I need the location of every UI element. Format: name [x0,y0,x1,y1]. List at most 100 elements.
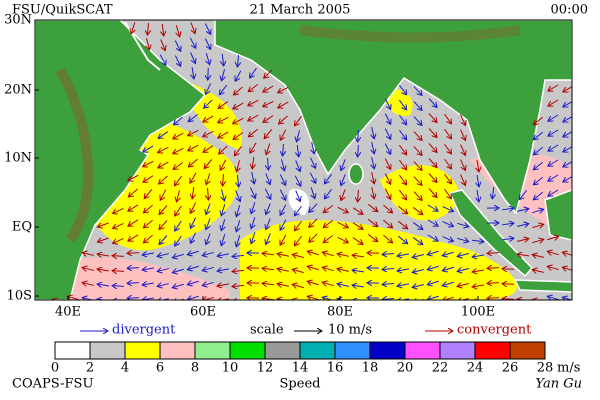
wind-vector [264,188,271,200]
wind-vector [472,255,484,257]
wind-vector [384,188,390,200]
wind-vector [382,284,395,285]
wind-vector [442,267,454,270]
wind-vector [157,269,169,272]
wind-vector [519,190,528,199]
wind-vector [337,236,349,242]
wind-vector [372,142,375,154]
color-tick-label: 20 [397,361,414,376]
wind-vector [548,159,559,166]
color-tick-label: 2 [86,361,94,376]
wind-vector [113,238,124,243]
wind-vector [127,253,140,254]
wind-vector [159,235,168,245]
wind-vector [222,53,223,66]
color-tick-label: 22 [432,361,449,376]
wind-vector [279,189,285,201]
color-tick-label: 12 [257,361,274,376]
wind-vector [294,115,303,126]
wind-vector [262,268,275,269]
wind-vector [337,221,349,227]
color-tick-label: 28 [537,361,554,376]
wind-vector [322,282,334,285]
wind-vector [232,270,245,271]
wind-vector [477,175,479,187]
wind-vector [398,114,406,125]
wind-vector [265,173,270,184]
wind-vector [172,269,184,272]
wind-vector [280,129,287,141]
wind-vector [427,204,438,211]
wind-vector [397,299,409,300]
color-box [229,341,266,360]
wind-vector [428,188,437,198]
lat-label: 10N [4,151,32,166]
wind-vector [157,254,169,257]
wind-vector [234,86,243,95]
color-tick-label: 0 [51,361,59,376]
wind-vector [398,189,406,200]
wind-vector [294,220,302,231]
wind-vector [205,83,211,95]
wind-vector [277,254,289,257]
wind-vector [236,160,239,172]
lat-label: 20N [4,83,32,98]
wind-vector [295,160,301,171]
wind-vector [337,206,349,212]
wind-vector [413,101,422,111]
wind-vector [266,218,271,229]
wind-vector [398,205,407,214]
color-box [264,341,301,360]
wind-vector [563,176,572,182]
wind-vector [282,143,283,156]
wind-vector [460,114,466,126]
wind-vector [251,217,255,228]
wind-vector [203,115,214,122]
wind-vector [263,115,274,123]
wind-vector [548,84,559,91]
wind-vector [188,113,199,121]
wind-vector [413,176,422,186]
color-box [299,341,336,360]
wind-vector [173,162,184,170]
color-bar: 0 2 4 6 8 10 12 14 16 18 20 22 24 26 28 m/s [51,341,580,376]
color-tick-label: 14 [292,361,309,376]
wind-vector [412,237,423,244]
wind-vector [397,284,409,286]
wind-vector [173,132,184,139]
wind-vector [398,129,406,140]
wind-vector [262,253,275,254]
wind-vector [248,128,258,137]
wind-vector [382,299,395,300]
wind-vector [204,99,213,108]
wind-vector [206,218,211,229]
color-box [509,341,546,360]
wind-vector [127,283,140,284]
wind-vector [533,146,543,155]
wind-vector [160,39,166,50]
wind-vector [217,284,229,286]
wind-vector [457,269,469,272]
wind-vector [82,283,94,286]
wind-vector [128,174,139,181]
color-tick-label: 24 [467,361,484,376]
wind-vector [412,284,424,287]
wind-vector [487,298,500,299]
wind-vector [548,129,559,136]
wind-vector [442,236,454,242]
wind-vector [309,218,318,228]
wind-vector [175,220,182,231]
wind-vector [563,161,572,167]
wind-vector [202,282,214,285]
wind-vector [147,22,148,35]
wind-vector [427,251,439,254]
wind-vector [262,298,275,300]
wind-vector [322,297,334,300]
lon-label: 80E [327,305,353,320]
wind-vector [384,128,390,140]
wind-vector [187,296,199,300]
wind-vector [532,209,544,212]
wind-vector [204,159,213,168]
lon-label: 40E [55,305,81,320]
wind-vector [533,161,543,170]
